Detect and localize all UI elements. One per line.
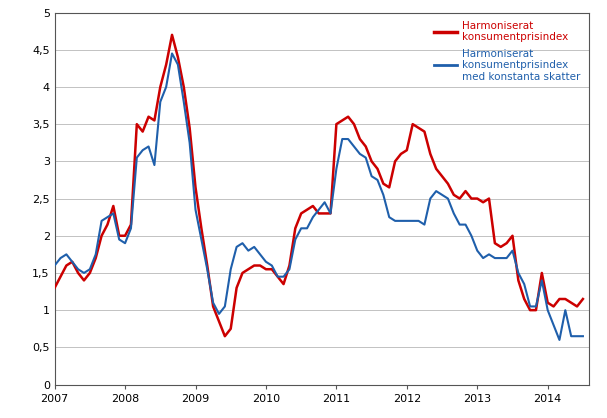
Legend: Harmoniserat
konsumentprisindex, Harmoniserat
konsumentprisindex
med konstanta s: Harmoniserat konsumentprisindex, Harmoni…: [431, 18, 583, 85]
